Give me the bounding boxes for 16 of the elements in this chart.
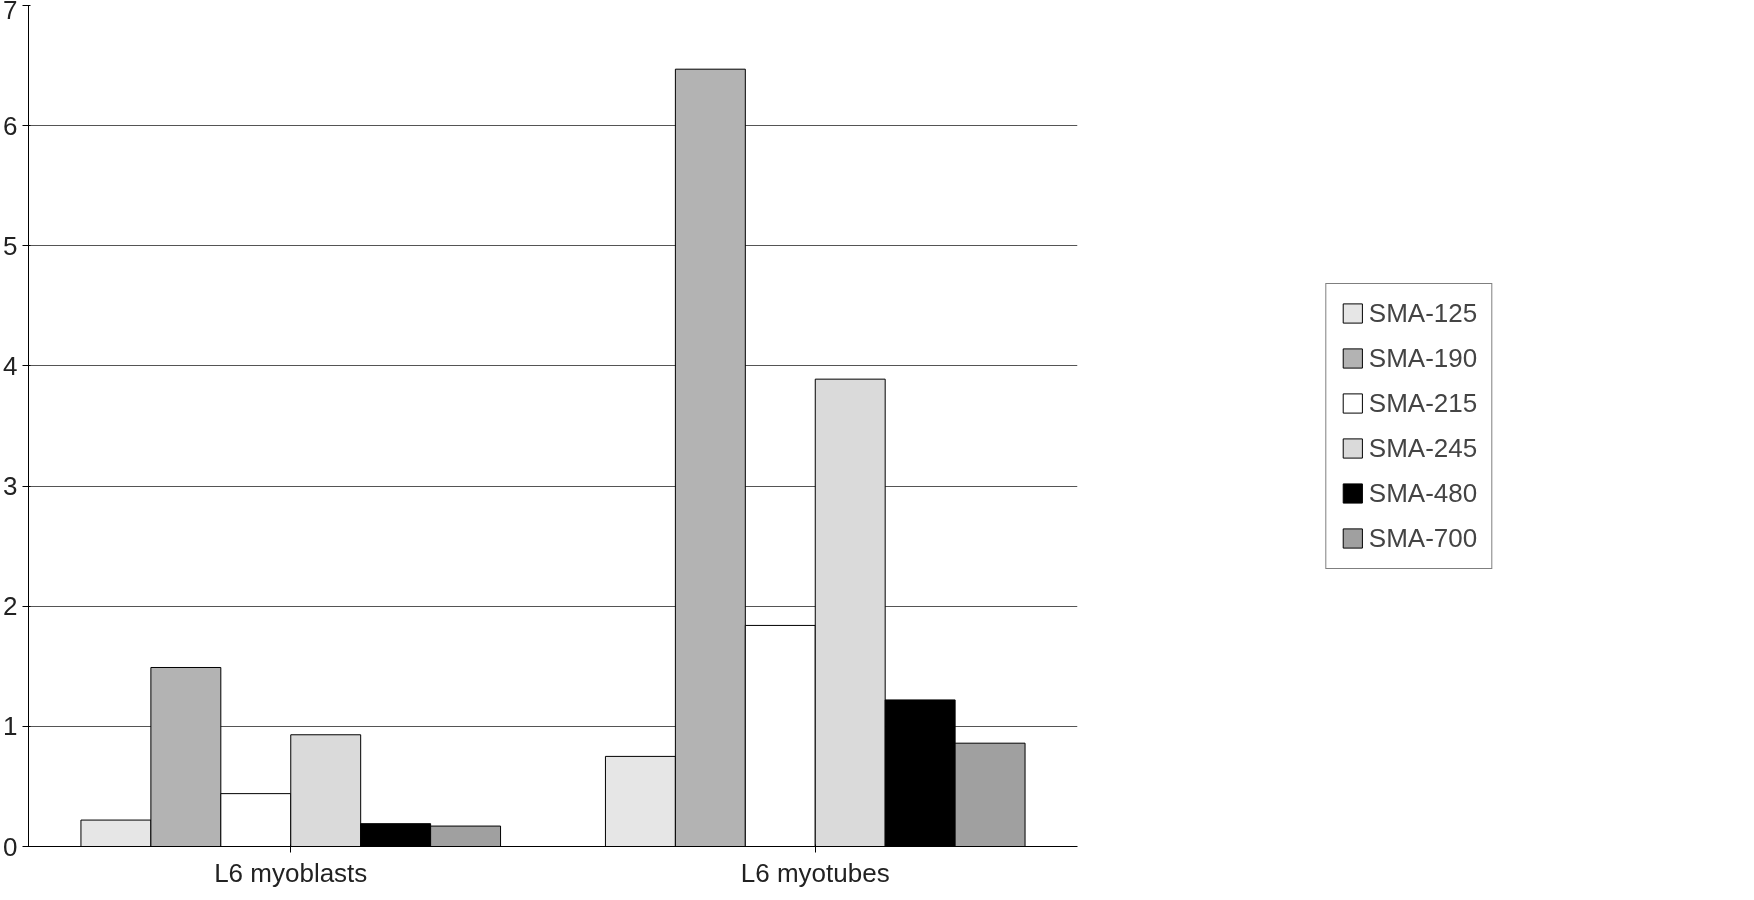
y-tick-label: 6: [3, 110, 18, 141]
y-tick-label: 1: [3, 711, 18, 742]
legend-label: SMA-245: [1368, 432, 1478, 464]
legend-label: SMA-700: [1368, 522, 1478, 554]
legend-label: SMA-215: [1368, 387, 1478, 419]
legend-label: SMA-125: [1368, 297, 1478, 329]
y-tick-label: 2: [3, 591, 18, 622]
y-tick-label: 4: [3, 350, 18, 381]
legend-label: SMA-190: [1368, 342, 1478, 374]
y-tick-label: 3: [3, 471, 18, 502]
y-tick-label: 0: [3, 831, 18, 862]
y-tick-label: 5: [3, 230, 18, 261]
x-tick-label: L6 myotubes: [740, 857, 890, 888]
legend-label: SMA-480: [1368, 477, 1478, 509]
x-tick-label: L6 myoblasts: [214, 857, 368, 888]
y-tick-label: 7: [3, 0, 18, 25]
